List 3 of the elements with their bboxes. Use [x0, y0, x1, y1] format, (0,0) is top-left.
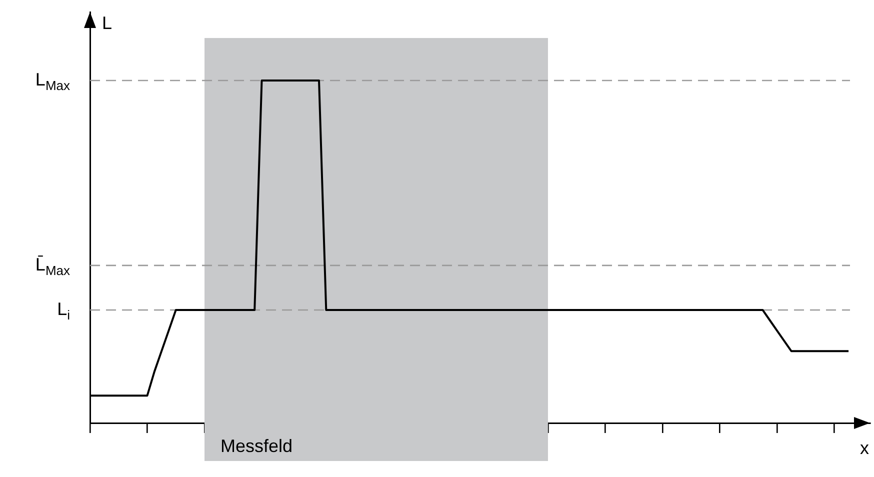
text: Messfeld — [220, 436, 293, 456]
y-axis-title: L — [102, 12, 112, 33]
x-axis-title: x — [860, 438, 869, 458]
